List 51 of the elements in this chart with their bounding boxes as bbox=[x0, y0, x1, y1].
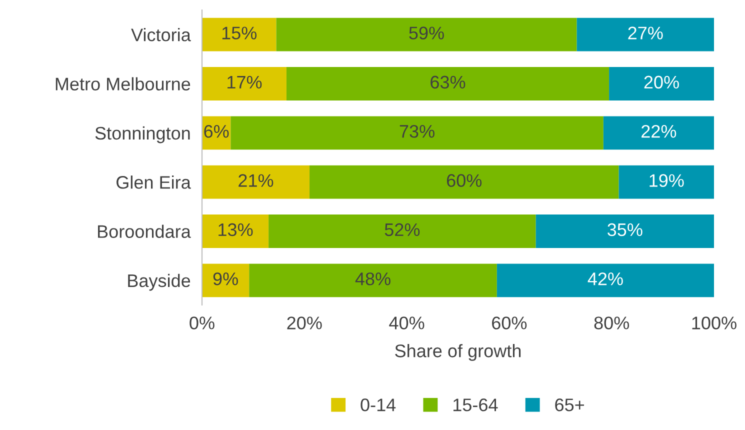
data-label: 22% bbox=[642, 124, 676, 138]
x-tick-label: 20% bbox=[287, 316, 322, 330]
data-label: 52% bbox=[384, 223, 420, 236]
bar bbox=[202, 67, 286, 100]
data-label: 20% bbox=[644, 76, 679, 89]
legend-label: 0-14 bbox=[360, 398, 396, 412]
data-label: 73% bbox=[400, 124, 434, 138]
bar bbox=[276, 18, 577, 52]
bar bbox=[609, 67, 714, 100]
bar bbox=[202, 264, 250, 298]
bar bbox=[286, 67, 610, 100]
data-label: 63% bbox=[430, 76, 466, 89]
data-label: 17% bbox=[228, 76, 262, 89]
data-label: 35% bbox=[608, 223, 642, 236]
bar bbox=[603, 116, 714, 150]
x-tick-label: 100% bbox=[692, 316, 736, 330]
data-label: 60% bbox=[446, 174, 482, 187]
x-tick-label: 80% bbox=[594, 316, 630, 330]
data-label: 13% bbox=[218, 223, 253, 236]
bar bbox=[230, 116, 604, 150]
y-tick-label: Stonnington bbox=[95, 126, 190, 144]
bar bbox=[618, 165, 714, 199]
y-tick-label: Bayside bbox=[128, 274, 190, 291]
x-tick-label: 40% bbox=[389, 316, 424, 330]
data-label: 48% bbox=[355, 272, 390, 286]
x-axis-title: Share of growth bbox=[395, 344, 521, 361]
bar bbox=[536, 214, 714, 248]
x-tick-label: 0% bbox=[190, 316, 214, 330]
data-label: 59% bbox=[409, 26, 444, 40]
y-tick-label: Victoria bbox=[131, 28, 191, 42]
data-label: 15% bbox=[222, 26, 257, 40]
data-label: 19% bbox=[650, 174, 684, 187]
legend-label: 15-64 bbox=[453, 398, 498, 412]
x-tick-label: 60% bbox=[492, 316, 527, 330]
bar bbox=[496, 264, 714, 298]
data-label: 6% bbox=[204, 124, 229, 138]
bar bbox=[202, 165, 310, 199]
bar bbox=[576, 18, 714, 52]
data-label: 27% bbox=[628, 26, 663, 40]
data-label: 21% bbox=[238, 174, 274, 187]
bar bbox=[249, 264, 497, 298]
y-tick-label: Boroondara bbox=[98, 224, 191, 238]
y-tick-label: Glen Eira bbox=[116, 176, 191, 189]
data-label: 9% bbox=[213, 272, 238, 286]
data-label: 42% bbox=[588, 272, 623, 286]
bar bbox=[202, 214, 269, 248]
legend-label: 65+ bbox=[555, 398, 584, 412]
bar bbox=[268, 214, 536, 248]
y-tick-label: Metro Melbourne bbox=[56, 77, 190, 90]
bar bbox=[202, 18, 276, 52]
bar bbox=[310, 165, 619, 199]
